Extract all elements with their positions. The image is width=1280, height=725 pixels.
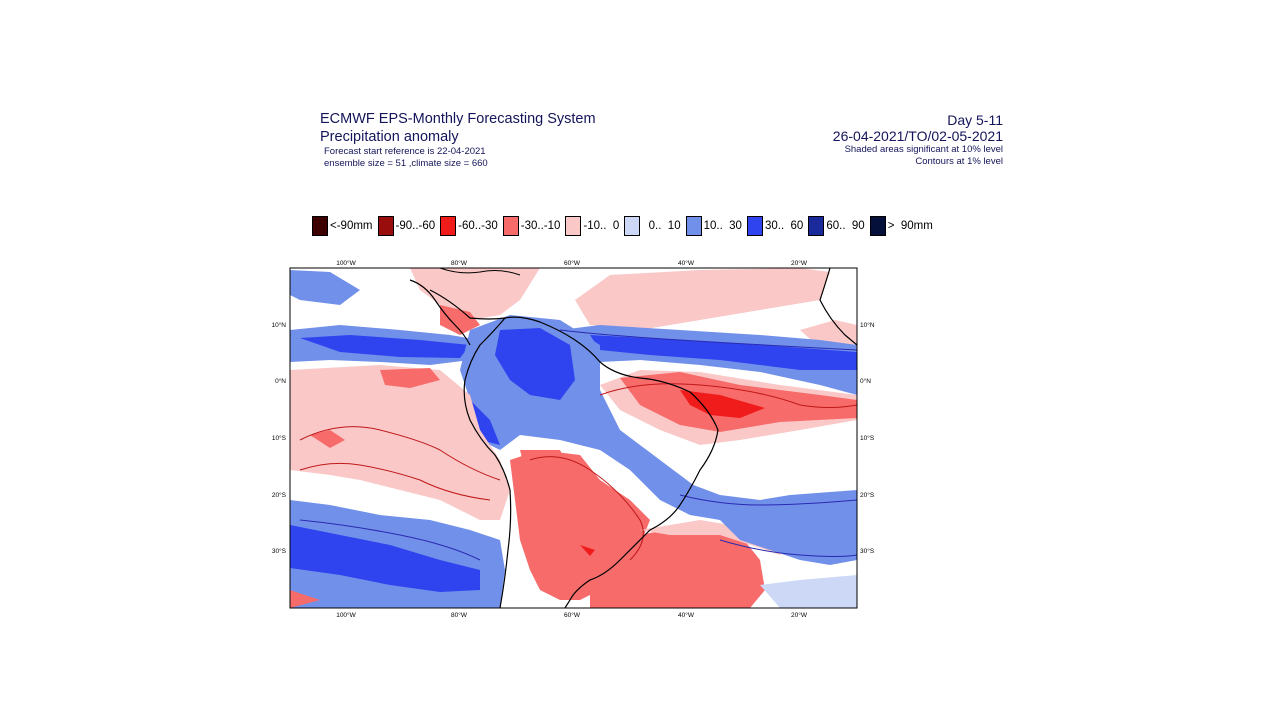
contour-note: Contours at 1% level (915, 155, 1003, 167)
legend-label: 0.. 10 (642, 220, 681, 232)
legend-item: 30.. 60 (746, 216, 808, 236)
legend-swatch (565, 216, 582, 236)
lon-tick-label: 80°W (451, 611, 468, 619)
contour-line (299, 462, 491, 501)
forecast-start-text: Forecast start reference is 22-04-2021 (324, 146, 486, 157)
legend-swatch (808, 216, 825, 236)
anomaly-region (680, 480, 857, 520)
anomaly-region (580, 545, 595, 556)
anomaly-region (495, 328, 575, 400)
lat-tick-label: 30°S (860, 547, 875, 555)
anomaly-region (575, 268, 830, 330)
legend-swatch (502, 216, 519, 236)
contour-line (299, 426, 501, 481)
legend-label: 60.. 90 (826, 220, 865, 232)
contour-line (529, 456, 644, 561)
date-range: 26-04-2021/TO/02-05-2021 (832, 127, 1003, 144)
legend-item: 60.. 90 (808, 216, 869, 236)
title-block-left: ECMWF EPS-Monthly Forecasting System Pre… (320, 110, 596, 169)
legend-item: -60..-30 (440, 216, 503, 236)
anomaly-region (760, 575, 857, 608)
anomaly-region (310, 430, 345, 448)
lon-tick-label: 20°W (791, 611, 808, 619)
coastline (409, 279, 471, 346)
legend-label: <-90mm (330, 220, 373, 232)
lon-tick-label: 40°W (678, 611, 695, 619)
contour-line (719, 539, 857, 557)
legend-label: -30..-10 (520, 220, 561, 232)
legend-item: -10.. 0 (565, 216, 624, 236)
map-frame (289, 267, 858, 609)
lat-tick-label: 0°N (275, 377, 286, 385)
lat-tick-label: 10°S (272, 434, 287, 442)
legend-swatch (685, 216, 702, 236)
legend-item: <-90mm (312, 216, 378, 236)
legend-label: -90..-60 (395, 220, 436, 232)
lat-tick-label: 10°N (271, 321, 286, 329)
anomaly-region (410, 268, 540, 320)
color-legend: <-90mm -90..-60 -60..-30 -30..-10 -10.. 0 0.… (312, 215, 938, 237)
lat-tick-label: 20°S (860, 491, 875, 499)
legend-item: > 90mm (869, 216, 938, 236)
anomaly-region (290, 590, 320, 608)
product-title: Precipitation anomaly (320, 129, 459, 145)
legend-swatch (624, 216, 641, 236)
lon-tick-label: 60°W (564, 611, 581, 619)
coastline (439, 268, 521, 276)
lon-tick-label: 100°W (336, 611, 356, 619)
legend-label: -10.. 0 (583, 220, 620, 232)
lat-tick-label: 0°N (860, 377, 871, 385)
lon-tick-label: 40°W (678, 259, 695, 267)
anomaly-shading (290, 268, 857, 608)
lon-tick-label: 60°W (564, 259, 581, 267)
ensemble-size-text: ensemble size = 51 ,climate size = 660 (324, 157, 488, 169)
title-block-right: Day 5-11 26-04-2021/TO/02-05-2021 Shaded… (832, 112, 1003, 167)
lat-tick-label: 30°S (272, 547, 287, 555)
anomaly-region (380, 368, 440, 388)
anomaly-region (290, 365, 510, 520)
anomaly-region (440, 305, 480, 335)
legend-swatch (869, 216, 886, 236)
lon-tick-label: 100°W (336, 259, 356, 267)
legend-label: 30.. 60 (764, 220, 804, 232)
lat-tick-label: 10°S (860, 434, 875, 442)
anomaly-region (720, 512, 857, 565)
legend-swatch (746, 216, 763, 236)
coastline (429, 289, 719, 608)
anomaly-region (290, 270, 360, 305)
lat-tick-label: 10°N (860, 321, 875, 329)
legend-item: 10.. 30 (685, 216, 747, 236)
coastline (819, 268, 857, 346)
legend-swatch (440, 216, 457, 236)
legend-item: -90..-60 (377, 216, 441, 236)
contour-line (679, 494, 857, 506)
legend-label: -60..-30 (458, 220, 498, 232)
significance-note: Shaded areas significant at 10% level (844, 144, 1003, 155)
day-range: Day 5-11 (947, 112, 1003, 128)
system-title: ECMWF EPS-Monthly Forecasting System (320, 111, 596, 127)
contour-line (559, 329, 857, 351)
legend-item: -30..-10 (502, 216, 566, 236)
legend-item: 0.. 10 (624, 216, 685, 236)
lon-tick-label: 80°W (451, 259, 468, 267)
anomaly-region (300, 335, 470, 358)
contour-line (599, 383, 857, 408)
anomaly-region (590, 335, 857, 370)
lon-tick-label: 20°W (791, 259, 808, 267)
anomaly-region (680, 390, 765, 418)
axis-ticks: 100°W 100°W 80°W 80°W 60°W 60°W 40°W 40°W 20°W 20… (271, 259, 874, 619)
anomaly-region (290, 525, 480, 592)
legend-swatch (312, 216, 328, 236)
contour-line (299, 519, 481, 561)
legend-swatch (377, 216, 394, 236)
coastline (463, 317, 512, 608)
legend-label: 10.. 30 (703, 220, 742, 232)
lat-tick-label: 20°S (272, 491, 287, 499)
legend-label: > 90mm (887, 220, 933, 232)
